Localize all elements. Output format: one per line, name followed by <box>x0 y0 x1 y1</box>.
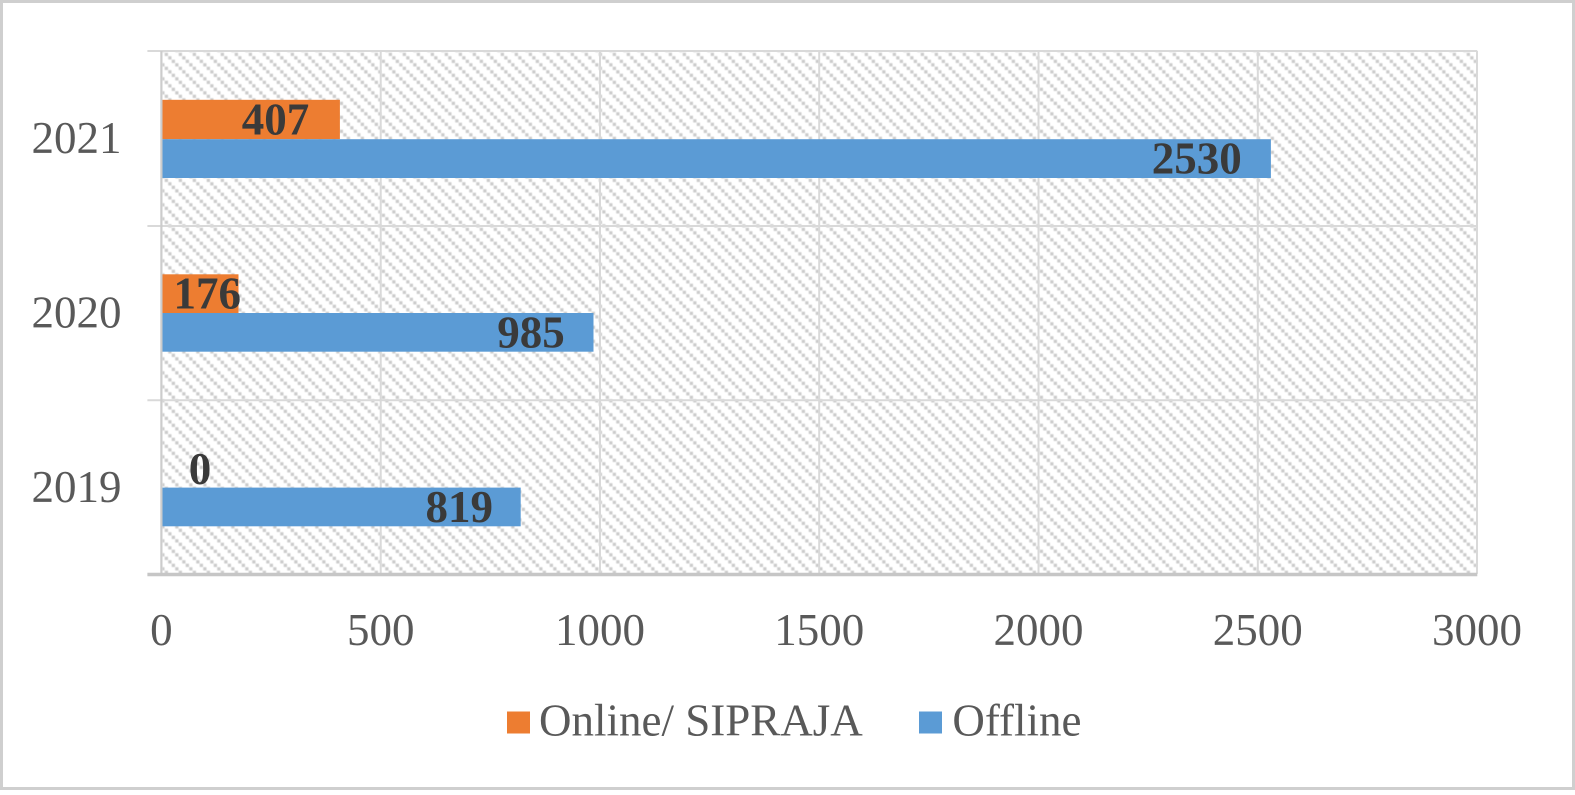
svg-text:819: 819 <box>425 482 493 532</box>
svg-text:176: 176 <box>173 269 241 319</box>
svg-text:3000: 3000 <box>1432 605 1522 655</box>
svg-text:Online/ SIPRAJA: Online/ SIPRAJA <box>539 696 863 746</box>
svg-text:1500: 1500 <box>774 605 864 655</box>
svg-text:0: 0 <box>189 444 212 494</box>
svg-text:2000: 2000 <box>994 605 1084 655</box>
svg-text:2020: 2020 <box>32 287 122 337</box>
svg-text:2500: 2500 <box>1213 605 1303 655</box>
svg-text:Offline: Offline <box>952 696 1081 746</box>
svg-text:2021: 2021 <box>32 113 122 163</box>
svg-text:1000: 1000 <box>555 605 645 655</box>
svg-text:0: 0 <box>150 605 173 655</box>
svg-text:500: 500 <box>347 605 415 655</box>
svg-text:985: 985 <box>497 307 565 357</box>
svg-text:2530: 2530 <box>1152 133 1242 183</box>
svg-text:407: 407 <box>242 94 310 144</box>
svg-text:2019: 2019 <box>32 462 122 512</box>
